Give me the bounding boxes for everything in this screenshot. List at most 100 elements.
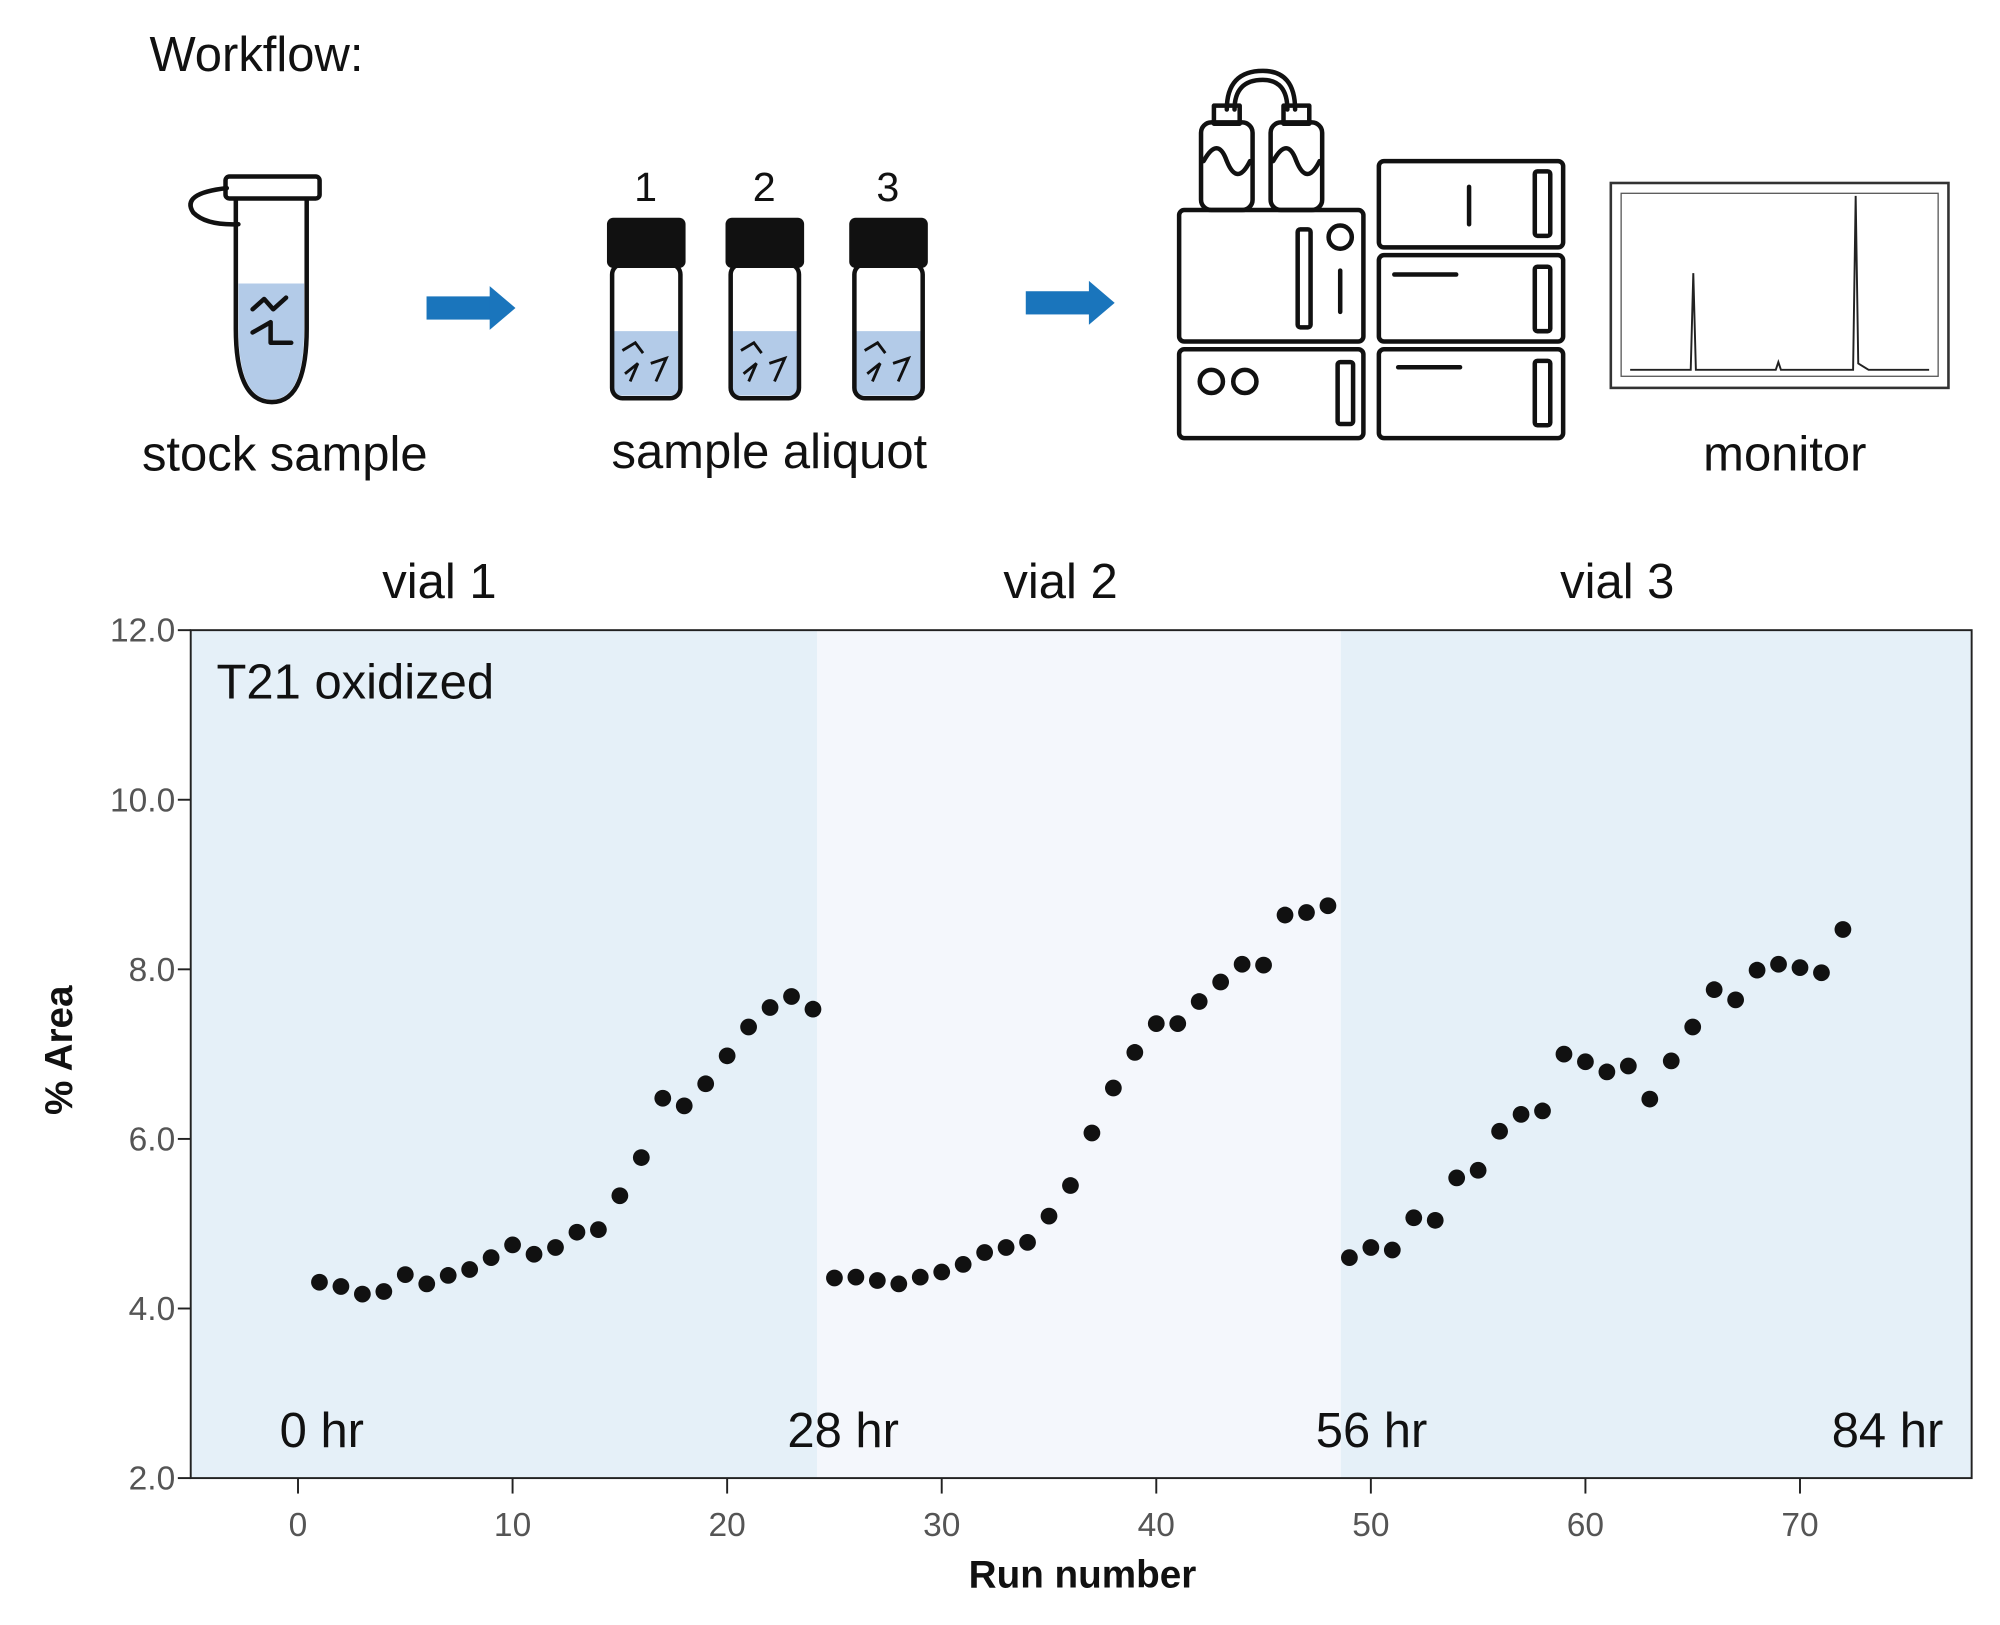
data-point	[1083, 1124, 1101, 1142]
vial-number: 1	[634, 164, 657, 210]
data-point	[547, 1239, 564, 1256]
data-point	[1040, 1207, 1058, 1225]
x-tick-label: 40	[1138, 1507, 1175, 1544]
time-label: 28 hr	[787, 1404, 899, 1458]
data-point	[568, 1223, 586, 1241]
data-point	[1341, 1249, 1358, 1267]
vials-icon: 1 2 3	[606, 164, 928, 401]
x-axis-title: Run number	[969, 1554, 1197, 1597]
arrow	[1025, 280, 1115, 325]
data-point	[740, 1018, 757, 1036]
data-point	[1019, 1233, 1036, 1251]
data-point	[783, 988, 800, 1005]
data-point	[868, 1272, 886, 1289]
step-label: stock sample	[142, 427, 428, 481]
data-point	[1813, 964, 1830, 982]
data-point	[1684, 1018, 1702, 1036]
data-point	[1448, 1169, 1466, 1187]
data-point	[1662, 1052, 1680, 1070]
data-point	[718, 1047, 736, 1065]
vial-number: 2	[753, 164, 776, 210]
region	[817, 630, 1341, 1479]
data-point	[1791, 959, 1809, 977]
vial-cap	[725, 217, 805, 269]
data-point	[1834, 921, 1852, 938]
data-point	[439, 1267, 457, 1284]
data-point	[761, 999, 779, 1016]
data-point	[1298, 904, 1315, 921]
data-point	[482, 1249, 500, 1267]
x-tick-label: 20	[709, 1507, 746, 1544]
data-point	[1491, 1122, 1508, 1140]
data-point	[1104, 1079, 1122, 1097]
vial-number: 3	[876, 164, 899, 210]
data-point	[1534, 1102, 1551, 1120]
vial-cap	[849, 217, 928, 269]
data-point	[1169, 1015, 1187, 1032]
data-point	[697, 1075, 715, 1093]
vial-squiggle	[740, 340, 788, 383]
arrow	[426, 286, 516, 330]
data-point	[396, 1266, 414, 1283]
data-point	[1383, 1241, 1401, 1259]
region	[190, 630, 818, 1479]
monitor-icon	[1609, 181, 1950, 390]
data-point	[954, 1256, 972, 1273]
y-tick-label: 6.0	[129, 1122, 176, 1159]
data-point	[1641, 1090, 1659, 1108]
data-point	[654, 1089, 672, 1107]
data-point	[1319, 897, 1337, 915]
data-point	[911, 1268, 929, 1286]
time-label: 56 hr	[1316, 1404, 1428, 1458]
data-point	[1469, 1161, 1487, 1179]
data-point	[1577, 1053, 1594, 1071]
data-point	[375, 1283, 393, 1300]
data-point	[1512, 1105, 1530, 1123]
data-point	[504, 1236, 521, 1254]
step-label: monitor	[1703, 427, 1866, 481]
region-label: vial 3	[1560, 555, 1674, 609]
x-tick-label: 60	[1567, 1507, 1604, 1544]
data-point	[311, 1273, 328, 1291]
time-label: 0 hr	[280, 1404, 364, 1458]
chart: vial 1 vial 2 vial 3 2.0 4.0 6.0 8.0 10.0 12.0 0 1…	[38, 555, 1973, 1597]
data-point	[1426, 1211, 1444, 1229]
data-point	[611, 1187, 629, 1205]
time-label: 84 hr	[1832, 1404, 1944, 1458]
vial-cap	[606, 217, 686, 269]
data-point	[1276, 906, 1294, 924]
x-tick-label: 70	[1781, 1507, 1818, 1544]
data-point	[1705, 981, 1723, 999]
data-point	[354, 1285, 371, 1303]
data-point	[1147, 1015, 1165, 1032]
data-point	[1619, 1057, 1637, 1075]
y-tick-label: 10.0	[110, 782, 175, 819]
y-tick-label: 4.0	[129, 1291, 176, 1328]
workflow-title: Workflow:	[149, 28, 363, 82]
data-point	[632, 1149, 650, 1166]
y-tick-label: 12.0	[110, 613, 175, 650]
data-point	[1748, 961, 1766, 979]
data-point	[525, 1245, 543, 1263]
x-tick-label: 50	[1352, 1507, 1389, 1544]
vial-liquid	[613, 331, 680, 396]
vial-liquid	[731, 331, 798, 396]
region-label: vial 1	[382, 555, 496, 609]
data-point	[675, 1097, 693, 1115]
hplc-icon	[1176, 68, 1566, 441]
data-point	[1126, 1044, 1144, 1061]
y-tick-label: 2.0	[129, 1461, 176, 1498]
data-point	[461, 1261, 479, 1278]
data-point	[1362, 1239, 1380, 1256]
data-point	[826, 1269, 843, 1287]
data-point	[332, 1278, 350, 1295]
data-point	[804, 1000, 822, 1018]
vial-squiggle	[863, 340, 912, 383]
y-axis-title: % Area	[38, 985, 81, 1115]
step-label: sample aliquot	[611, 425, 927, 479]
vial-squiggle	[621, 340, 669, 383]
data-point	[1555, 1045, 1573, 1063]
data-point	[1598, 1063, 1616, 1081]
data-point	[590, 1221, 607, 1239]
